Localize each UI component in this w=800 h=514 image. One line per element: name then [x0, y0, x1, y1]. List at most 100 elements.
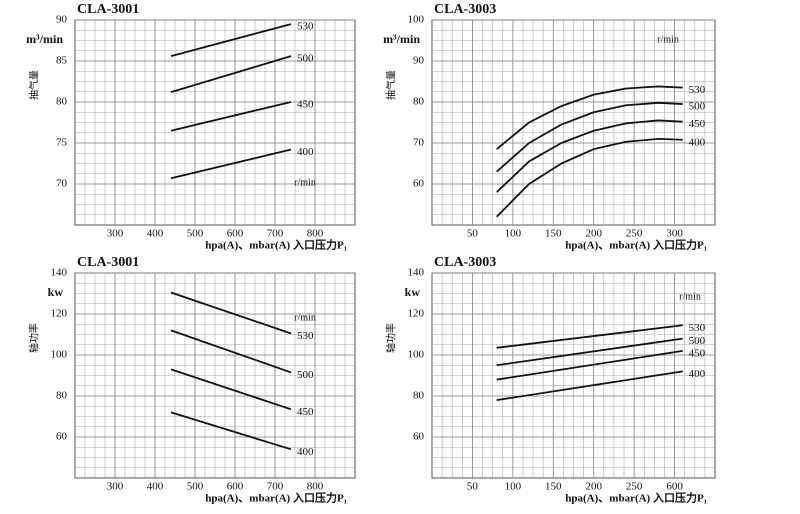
series-label: 530	[297, 330, 314, 342]
x-tick-label: 600	[666, 481, 683, 493]
chart: 300 400 500 600 700 800 70 75 80 85 90 CLA-3001 m³/m…	[26, 2, 356, 252]
series-label: 530	[297, 21, 314, 33]
y-axis-label: 轴功率	[384, 323, 397, 353]
x-tick-label: 150	[545, 228, 562, 240]
y-tick-label: 80	[413, 96, 425, 108]
series-line	[170, 148, 292, 180]
y-tick-label: 100	[408, 14, 425, 26]
x-tick-label: 800	[307, 228, 324, 240]
series-line	[496, 337, 683, 367]
series-line	[496, 119, 683, 193]
y-tick-label: 80	[413, 390, 425, 402]
x-tick-label: 700	[267, 228, 284, 240]
y-unit: m³/min	[383, 32, 420, 46]
x-tick-label: 150	[545, 481, 562, 493]
y-unit: m³/min	[26, 32, 63, 46]
series-line	[170, 55, 292, 94]
x-tick-label: 100	[505, 481, 522, 493]
y-tick-label: 100	[51, 349, 68, 361]
series-line	[170, 329, 292, 374]
y-tick-label: 120	[51, 308, 68, 320]
series-line	[496, 101, 683, 173]
series-line	[496, 85, 683, 150]
series-label: 500	[297, 369, 314, 381]
annotation: r/min	[679, 291, 701, 302]
x-tick-label: 200	[585, 481, 602, 493]
x-tick-label: 600	[227, 228, 244, 240]
x-tick-label: 200	[585, 228, 602, 240]
x-axis-label: hpa(A)、mbar(A) 入口压力P₁	[205, 491, 347, 505]
series-label: 450	[689, 118, 706, 130]
y-tick-label: 90	[413, 55, 425, 67]
series-line	[496, 370, 683, 401]
x-tick-label: 800	[307, 481, 324, 493]
x-tick-label: 600	[227, 481, 244, 493]
annotation: r/min	[294, 312, 316, 323]
y-tick-label: 60	[56, 431, 68, 443]
series-line	[496, 350, 683, 381]
annotation: r/min	[294, 177, 316, 188]
series-label: 450	[689, 347, 706, 359]
series-label: 530	[689, 84, 706, 96]
x-tick-label: 250	[626, 228, 643, 240]
y-tick-label: 140	[51, 267, 68, 279]
x-tick-label: 500	[187, 481, 204, 493]
series-label: 400	[297, 146, 314, 158]
series-label: 400	[297, 446, 314, 458]
x-tick-label: 400	[147, 481, 164, 493]
x-axis-label: hpa(A)、mbar(A) 入口压力P₁	[565, 238, 707, 252]
x-tick-label: 500	[187, 228, 204, 240]
series-label: 400	[689, 368, 706, 380]
series-label: 450	[297, 406, 314, 418]
y-tick-label: 100	[408, 349, 425, 361]
chart: 300 400 500 600 700 800 60 80 100 120 140 CLA-3001 k…	[27, 255, 356, 505]
y-unit: kw	[405, 285, 421, 299]
x-tick-label: 400	[147, 228, 164, 240]
series-line	[170, 368, 292, 411]
series-label: 500	[689, 335, 706, 347]
series-line	[170, 101, 292, 132]
chart-title: CLA-3003	[434, 2, 496, 17]
chart: 50 100 150 200 250 600 60 80 100 120 140 CLA-3003 kw…	[384, 255, 716, 505]
annotation: r/min	[657, 34, 679, 45]
chart: 50 100 150 200 250 300 60 70 80 90 100 CLA-3003 m³/m…	[383, 2, 716, 252]
series-line	[170, 291, 292, 335]
y-tick-label: 60	[413, 431, 425, 443]
x-tick-label: 250	[626, 481, 643, 493]
series-line	[170, 411, 292, 451]
x-axis-label: hpa(A)、mbar(A) 入口压力P₁	[205, 238, 347, 252]
x-tick-label: 50	[467, 481, 479, 493]
series-line	[496, 324, 683, 349]
y-tick-label: 90	[56, 14, 68, 26]
series-line	[170, 23, 292, 57]
x-axis-label: hpa(A)、mbar(A) 入口压力P₁	[565, 491, 707, 505]
y-tick-label: 60	[413, 178, 425, 190]
chart-title: CLA-3001	[77, 255, 139, 270]
y-tick-label: 75	[56, 137, 68, 149]
x-tick-label: 50	[467, 228, 479, 240]
chart-title: CLA-3001	[77, 2, 139, 17]
x-tick-label: 700	[267, 481, 284, 493]
x-tick-label: 100	[505, 228, 522, 240]
series-line	[496, 137, 683, 218]
y-tick-label: 140	[408, 267, 425, 279]
series-label: 450	[297, 99, 314, 111]
y-tick-label: 70	[413, 137, 425, 149]
y-tick-label: 85	[56, 55, 68, 67]
y-tick-label: 120	[408, 308, 425, 320]
chart-title: CLA-3003	[434, 255, 496, 270]
series-label: 500	[297, 53, 314, 65]
y-tick-label: 70	[56, 178, 68, 190]
y-axis-label: 抽气量	[27, 70, 40, 100]
y-unit: kw	[48, 285, 64, 299]
y-axis-label: 抽气量	[384, 70, 397, 100]
y-axis-label: 轴功率	[27, 323, 40, 353]
x-tick-label: 300	[107, 228, 124, 240]
series-label: 500	[689, 101, 706, 113]
x-tick-label: 300	[107, 481, 124, 493]
series-label: 530	[689, 322, 706, 334]
series-label: 400	[689, 136, 706, 148]
y-tick-label: 80	[56, 96, 68, 108]
